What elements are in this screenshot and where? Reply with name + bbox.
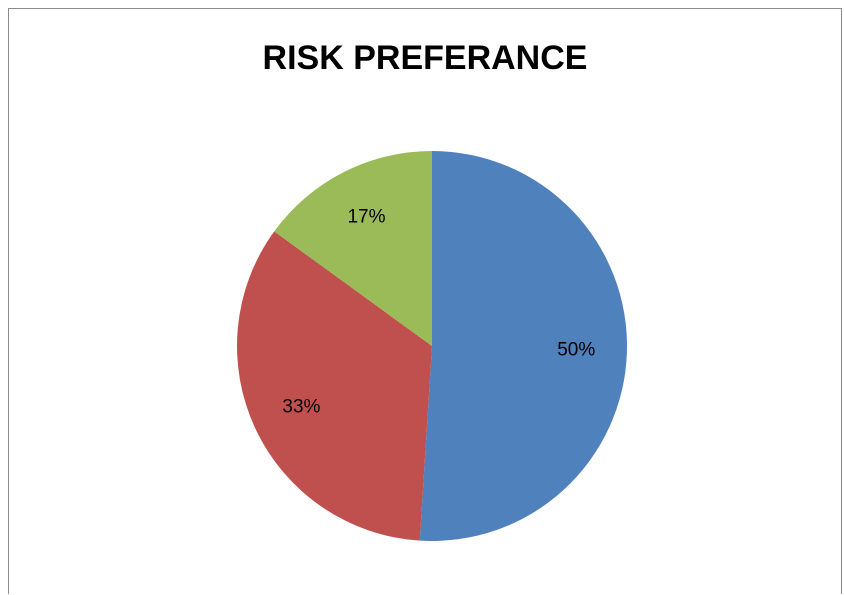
pie-slice: [237, 231, 432, 541]
pie-data-label: 33%: [282, 396, 320, 417]
pie-slice: [419, 151, 627, 541]
pie-slices: [237, 151, 627, 541]
pie-data-labels: 50% 33% 17%: [282, 206, 595, 417]
pie-chart: 50% 33% 17%: [237, 151, 627, 541]
chart-title: RISK PREFERANCE: [262, 39, 588, 77]
chart-area: RISK PREFERANCE 50% 33% 17%: [8, 8, 842, 594]
pie-data-label: 17%: [347, 206, 385, 227]
pie-data-label: 50%: [557, 340, 595, 361]
pie-slice: [274, 151, 432, 346]
